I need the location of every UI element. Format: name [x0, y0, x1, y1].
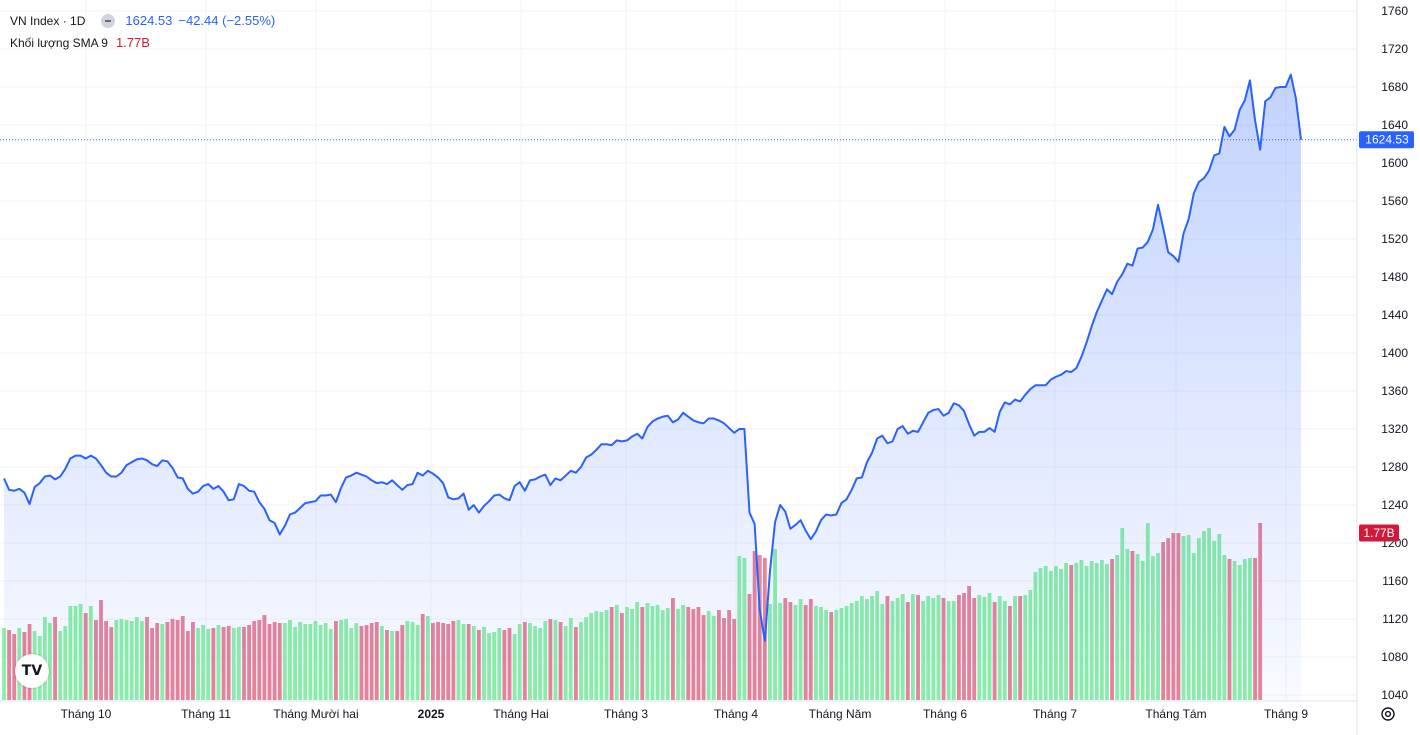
price-area — [4, 74, 1301, 700]
y-tick-label: 1320 — [1381, 422, 1408, 436]
y-tick-label: 1360 — [1381, 384, 1408, 398]
last-price-label: 1624.53 — [1359, 131, 1414, 149]
price-change: −42.44 (−2.55%) — [178, 13, 276, 28]
y-tick-label: 1240 — [1381, 498, 1408, 512]
y-tick-label: 1760 — [1381, 4, 1408, 18]
y-tick-label: 1720 — [1381, 42, 1408, 56]
y-tick-label: 1280 — [1381, 460, 1408, 474]
collapse-icon[interactable] — [101, 14, 116, 28]
y-tick-label: 1560 — [1381, 194, 1408, 208]
x-tick-label: Tháng 3 — [604, 707, 648, 721]
x-tick-label: Tháng Năm — [809, 707, 872, 721]
last-price-value: 1624.53 — [1365, 133, 1409, 147]
symbol-label[interactable]: VN Index · 1D — [10, 14, 86, 28]
price-axis[interactable]: 1040108011201160120012401280132013601400… — [1381, 4, 1408, 702]
x-tick-label: Tháng Mười hai — [273, 707, 358, 721]
last-volume-label: 1.77B — [1359, 524, 1399, 542]
y-tick-label: 1640 — [1381, 118, 1408, 132]
y-tick-label: 1040 — [1381, 688, 1408, 702]
legend-price-row: VN Index · 1D 1624.53 −42.44 (−2.55%) — [10, 10, 275, 32]
y-tick-label: 1680 — [1381, 80, 1408, 94]
price-value: 1624.53 — [125, 13, 173, 28]
y-tick-label: 1440 — [1381, 308, 1408, 322]
x-tick-label: Tháng 11 — [181, 707, 231, 721]
y-tick-label: 1480 — [1381, 270, 1408, 284]
price-line — [3, 73, 1302, 642]
x-tick-label: Tháng 10 — [61, 707, 112, 721]
chart-legend: VN Index · 1D 1624.53 −42.44 (−2.55%) Kh… — [10, 10, 275, 54]
last-volume-value: 1.77B — [1363, 526, 1394, 540]
x-tick-label: Tháng Hai — [493, 707, 548, 721]
x-tick-label: Tháng 6 — [923, 707, 967, 721]
x-tick-label: Tháng Tám — [1145, 707, 1206, 721]
volume-label[interactable]: Khối lượng SMA 9 — [10, 36, 108, 50]
y-tick-label: 1120 — [1382, 612, 1408, 626]
legend-volume-row: Khối lượng SMA 9 1.77B — [10, 32, 275, 54]
time-axis[interactable]: Tháng 10 Tháng 11 Tháng Mười hai 2025 Tháng … — [61, 707, 1309, 721]
y-tick-label: 1160 — [1382, 574, 1408, 588]
x-tick-label: Tháng 9 — [1264, 707, 1308, 721]
y-tick-label: 1080 — [1381, 650, 1408, 664]
x-tick-label: 2025 — [418, 707, 445, 721]
x-tick-label: Tháng 7 — [1033, 707, 1077, 721]
x-tick-label: Tháng 4 — [714, 707, 758, 721]
y-tick-label: 1600 — [1381, 156, 1408, 170]
gear-icon[interactable] — [1379, 705, 1397, 723]
volume-value: 1.77B — [115, 35, 150, 50]
y-tick-label: 1400 — [1381, 346, 1408, 360]
tradingview-logo-icon[interactable]: TV — [15, 654, 49, 688]
y-tick-label: 1520 — [1381, 232, 1408, 246]
